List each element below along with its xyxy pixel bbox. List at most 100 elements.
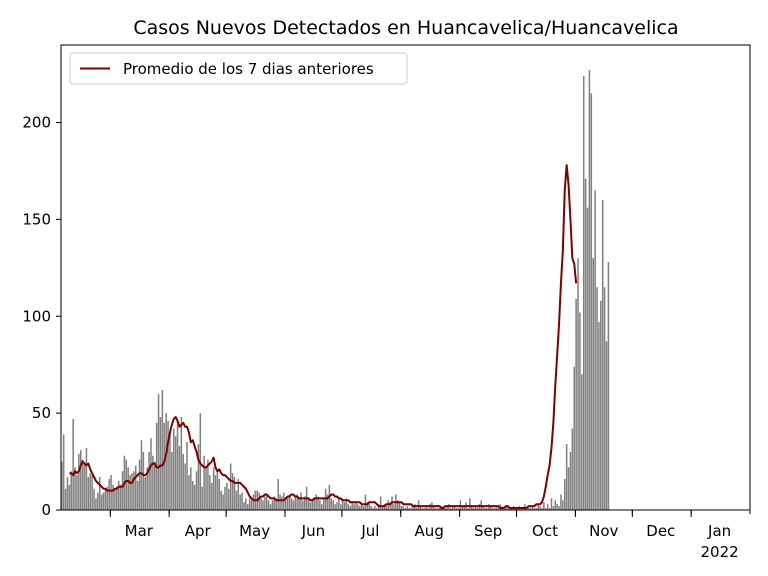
bar — [370, 506, 372, 511]
y-tick-label: 200 — [22, 114, 51, 132]
bar — [182, 453, 184, 510]
average-line-group — [69, 164, 578, 510]
bar — [575, 298, 577, 510]
bar — [163, 422, 166, 510]
bar — [577, 258, 579, 511]
x-tick-label: Dec — [646, 522, 675, 540]
bar — [457, 508, 460, 510]
bar — [470, 506, 473, 511]
bar — [469, 498, 471, 511]
bar — [372, 508, 374, 510]
bar — [303, 496, 306, 510]
bar — [169, 432, 171, 510]
bar — [260, 498, 262, 511]
bar — [68, 484, 71, 510]
bar — [216, 471, 219, 510]
bar — [567, 467, 570, 511]
bar — [338, 498, 340, 511]
bar — [72, 418, 74, 510]
bar — [556, 504, 558, 510]
bar — [317, 496, 319, 510]
x-tick-label: May — [239, 522, 270, 540]
x-tick-label: Jan — [707, 522, 731, 540]
bar — [131, 473, 133, 510]
bar — [250, 500, 253, 510]
bar — [61, 461, 63, 510]
bar — [302, 500, 304, 510]
bar — [434, 508, 437, 510]
bar — [453, 506, 456, 511]
bar — [385, 506, 388, 511]
bar — [415, 508, 418, 510]
bar — [66, 477, 69, 510]
bar — [180, 417, 183, 510]
bar — [596, 287, 598, 510]
bar — [64, 488, 67, 510]
bar — [436, 508, 439, 510]
bar — [322, 498, 325, 511]
bar — [247, 504, 249, 510]
bar — [588, 70, 591, 510]
bar — [275, 498, 277, 511]
x-tick-label: Oct — [532, 522, 558, 540]
bar — [381, 506, 384, 511]
y-tick-label: 100 — [22, 307, 51, 325]
bar — [455, 508, 458, 510]
bar — [340, 504, 342, 510]
bar — [594, 190, 596, 510]
bar — [265, 494, 268, 510]
bar — [112, 484, 114, 510]
bar — [359, 506, 361, 511]
bar — [349, 506, 352, 511]
bar — [393, 504, 395, 510]
bar — [228, 488, 230, 510]
bar — [360, 504, 363, 510]
bar — [351, 502, 353, 510]
bar — [558, 506, 560, 511]
bar — [493, 508, 496, 510]
bar — [412, 506, 414, 511]
bar — [110, 475, 112, 511]
bar — [207, 459, 209, 511]
bar — [573, 366, 575, 511]
bar — [104, 488, 107, 510]
bar — [288, 494, 291, 510]
bar — [178, 446, 181, 510]
bar — [172, 428, 175, 511]
bar — [598, 322, 600, 510]
bar — [364, 494, 367, 510]
bar — [357, 504, 359, 510]
bar — [252, 494, 255, 510]
bar — [186, 442, 188, 510]
bar — [146, 467, 148, 511]
bar — [326, 494, 329, 510]
bar — [214, 475, 217, 511]
bar — [406, 506, 408, 511]
legend: Promedio de los 7 dias anteriores — [69, 52, 408, 85]
bar — [491, 508, 494, 510]
bar — [330, 498, 333, 511]
bar — [159, 417, 162, 510]
bar — [601, 200, 604, 510]
x-tick-label: Jul — [360, 522, 379, 540]
bar — [307, 498, 310, 511]
bar — [161, 389, 164, 511]
bar — [140, 440, 143, 510]
bar — [404, 508, 407, 510]
x-tick-label: Mar — [125, 522, 154, 540]
bar — [294, 496, 296, 510]
bar — [489, 506, 492, 511]
bar — [125, 459, 128, 511]
bar — [374, 506, 376, 511]
bar — [231, 473, 234, 510]
x-tick-label: Aug — [415, 522, 444, 540]
bar — [482, 506, 484, 511]
bar — [408, 508, 410, 510]
seven-day-average-line — [69, 164, 578, 510]
bar — [533, 508, 536, 510]
bar — [421, 508, 424, 510]
bar — [188, 475, 190, 511]
bar — [258, 492, 260, 510]
bar — [245, 498, 247, 511]
